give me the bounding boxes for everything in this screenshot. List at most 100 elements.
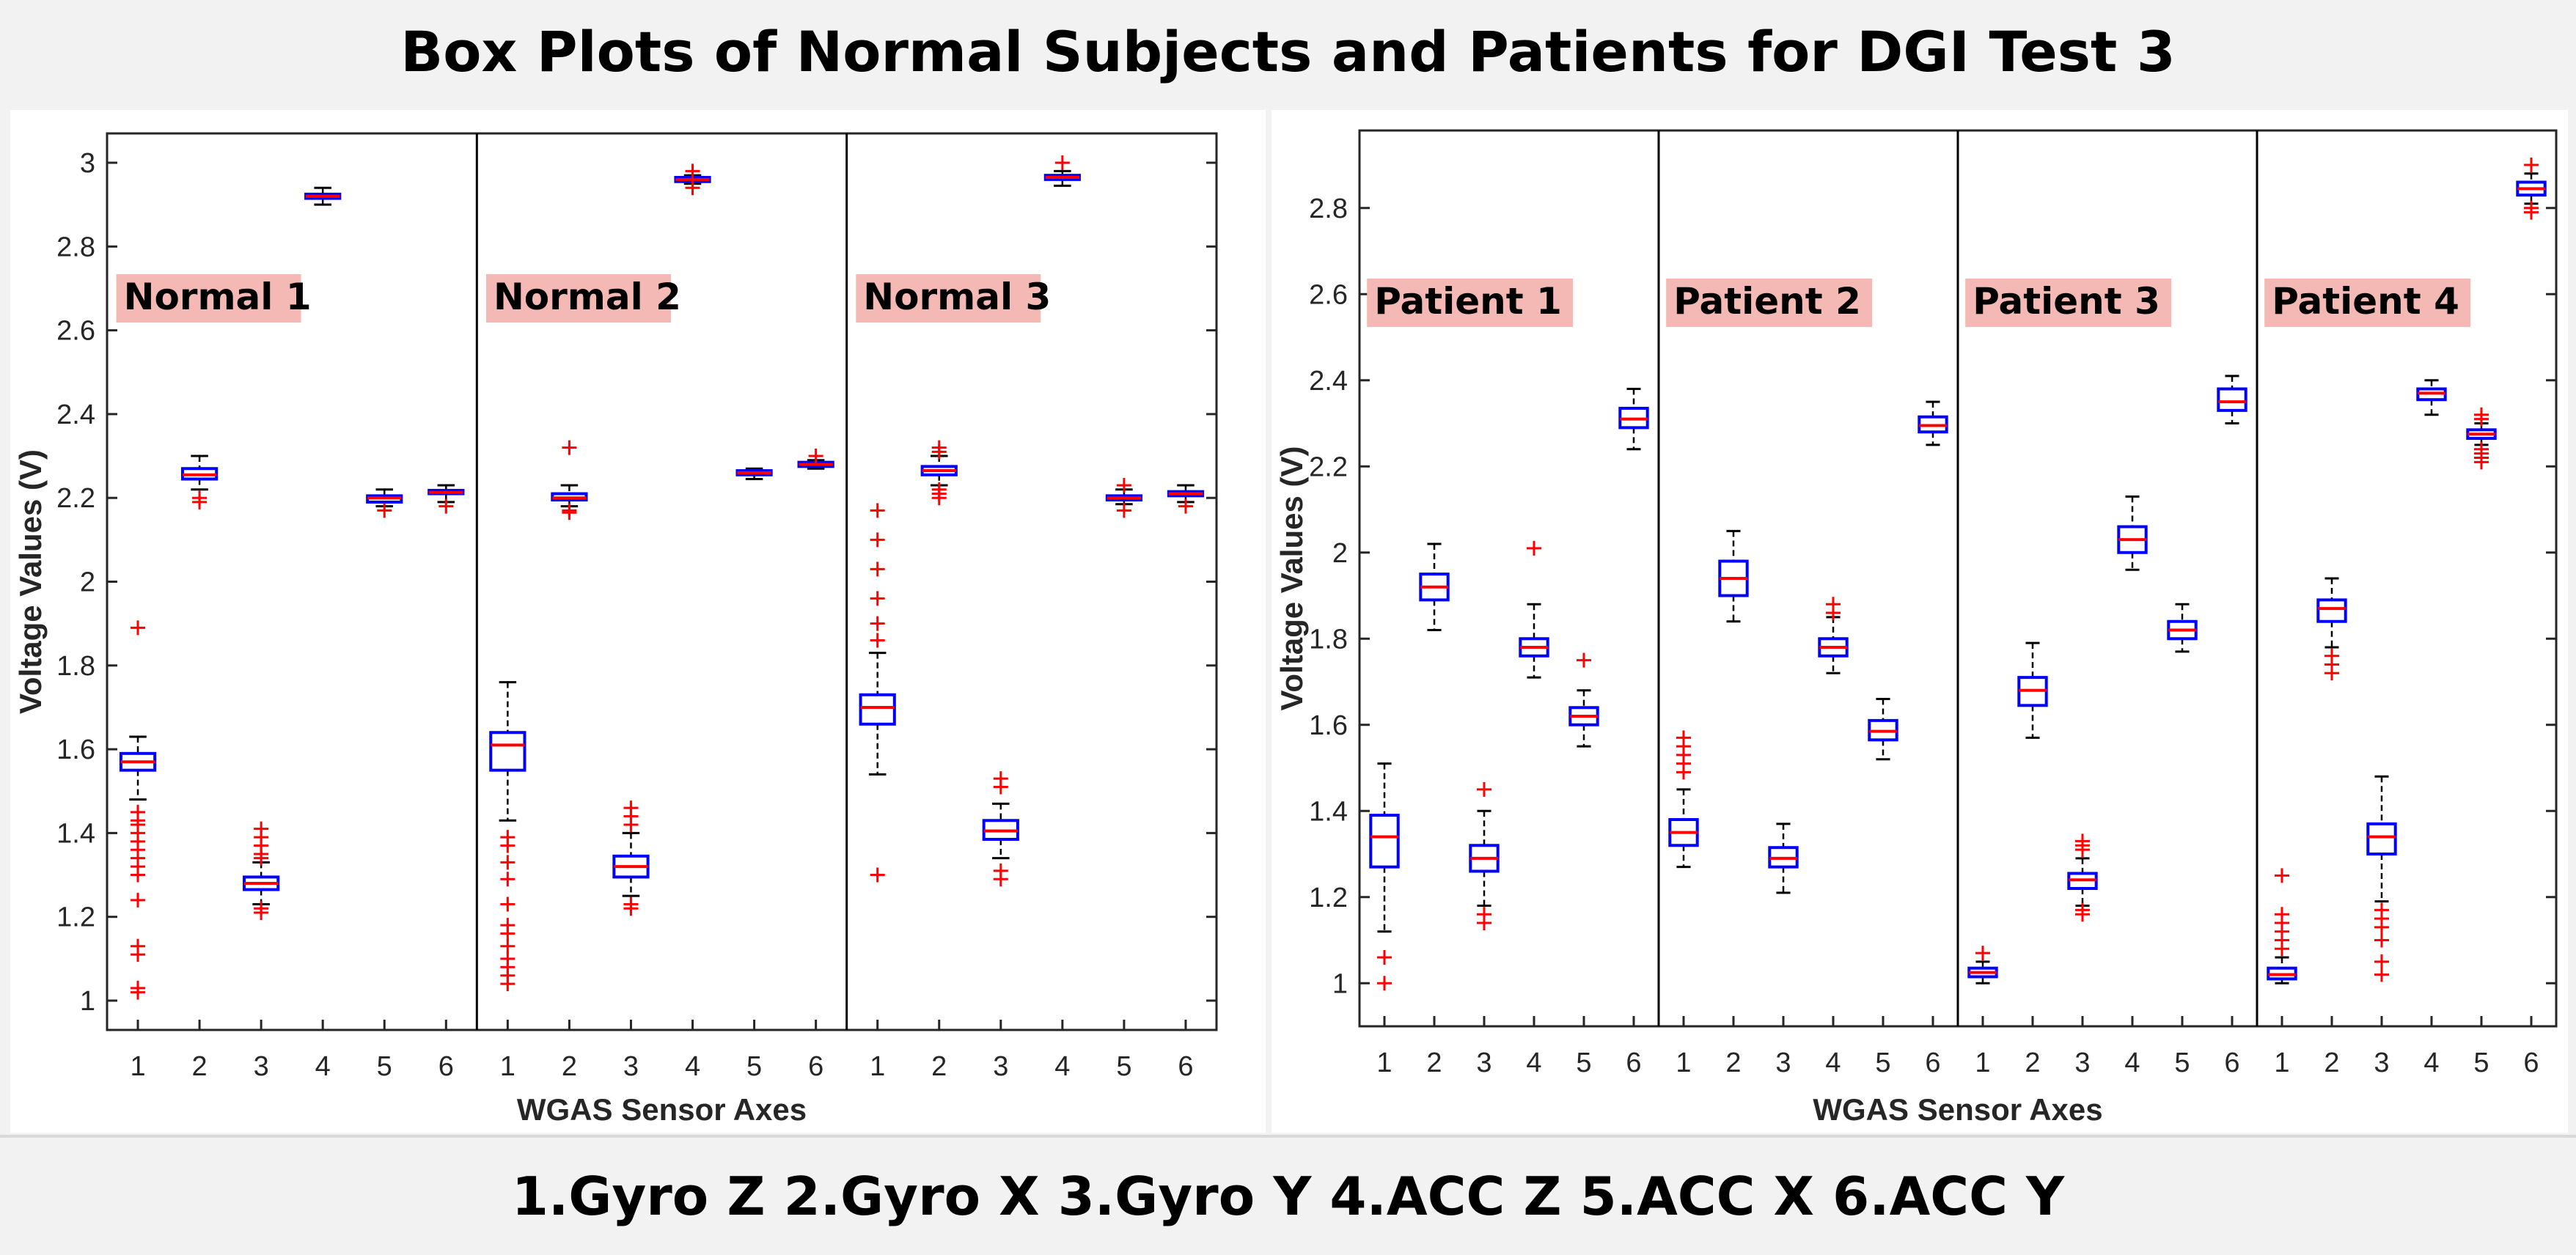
x-tick-label: 3 <box>1775 1048 1791 1078</box>
outlier-point <box>562 440 577 455</box>
outlier-point <box>254 905 269 920</box>
y-tick-label: 1.6 <box>1309 710 1348 741</box>
outlier-point <box>131 620 146 636</box>
x-tick-label: 5 <box>377 1051 392 1082</box>
box <box>1369 814 1400 869</box>
x-tick-label: 3 <box>2374 1048 2389 1078</box>
outlier-point <box>1377 976 1392 991</box>
outlier-point <box>870 616 885 631</box>
outlier-point <box>1477 781 1491 797</box>
y-tick-label: 1 <box>80 986 95 1017</box>
outlier-point <box>500 855 515 870</box>
y-axis-title: Voltage Values (V) <box>13 449 48 714</box>
outlier-point <box>1826 606 1841 620</box>
outlier-point <box>254 850 269 866</box>
group-label-bg <box>856 274 1041 323</box>
normal-boxplot-chart: 1 1.2 1.4 1.6 1.8 2 2.2 2.4 2.6 2.8 3 1 2 3 4 5 6 Normal … <box>13 132 1218 1127</box>
x-tick-label: 3 <box>254 1051 269 1082</box>
x-tick-label: 2 <box>562 1051 577 1082</box>
y-tick-label: 2.4 <box>56 400 95 430</box>
x-tick-label: 6 <box>808 1051 823 1082</box>
page-title: Box Plots of Normal Subjects and Patient… <box>0 0 2576 103</box>
box <box>2366 822 2397 855</box>
group-label: Patient 4 <box>2272 280 2459 323</box>
y-tick-label: 1 <box>1332 968 1348 999</box>
y-axis-title: Voltage Values (V) <box>1274 446 1309 711</box>
y-tick-label: 2.6 <box>1309 279 1348 310</box>
x-tick-label: 1 <box>1975 1048 1990 1078</box>
box <box>489 731 526 772</box>
x-tick-label: 4 <box>1054 1051 1070 1082</box>
outlier-point <box>870 532 885 548</box>
x-tick-label: 4 <box>315 1051 331 1082</box>
outlier-point <box>192 494 208 509</box>
x-tick-label: 1 <box>1676 1048 1691 1078</box>
group-label-bg <box>1666 279 1873 327</box>
x-tick-label: 4 <box>1825 1048 1841 1078</box>
outlier-point <box>2324 666 2339 681</box>
outlier-point <box>1975 946 1990 961</box>
x-tick-label: 2 <box>2324 1048 2339 1078</box>
x-tick-label: 4 <box>2124 1048 2140 1078</box>
y-tick-label: 1.4 <box>56 818 95 849</box>
group-label: Normal 2 <box>493 276 681 318</box>
group-label-bg <box>2264 279 2471 327</box>
x-axis-title: WGAS Sensor Axes <box>1813 1092 2102 1127</box>
outlier-point <box>1178 498 1193 514</box>
normal-subjects-panel: 1 1.2 1.4 1.6 1.8 2 2.2 2.4 2.6 2.8 3 1 2 3 4 5 6 Normal … <box>10 110 1266 1133</box>
group-label-bg <box>485 274 671 323</box>
group-label: Patient 1 <box>1374 280 1562 323</box>
group-label-bg <box>116 274 301 323</box>
x-tick-label: 5 <box>2473 1048 2489 1078</box>
outlier-point <box>1477 916 1491 930</box>
outlier-point <box>931 490 947 506</box>
y-tick-label: 3 <box>80 148 95 179</box>
y-tick-label: 2 <box>1332 538 1348 569</box>
group-label: Normal 1 <box>124 276 312 318</box>
x-tick-label: 4 <box>685 1051 700 1082</box>
outlier-point <box>2275 941 2289 957</box>
x-tick-label: 3 <box>993 1051 1008 1082</box>
outlier-point <box>500 872 515 887</box>
x-tick-label: 1 <box>500 1051 515 1082</box>
y-tick-label: 1.2 <box>1309 883 1348 913</box>
plot-area <box>106 132 1218 1031</box>
outlier-point <box>500 838 515 853</box>
outlier-point <box>131 985 146 1000</box>
y-tick-label: 1.8 <box>56 651 95 682</box>
outlier-point <box>2374 954 2389 969</box>
group-label-bg <box>1965 279 2172 327</box>
outlier-point <box>500 897 515 912</box>
outlier-point <box>1527 540 1541 556</box>
outlier-point <box>993 872 1008 887</box>
x-tick-label: 5 <box>1875 1048 1890 1078</box>
outlier-point <box>2075 907 2090 922</box>
group-label: Normal 3 <box>863 276 1051 318</box>
x-tick-label: 4 <box>2423 1048 2439 1078</box>
outlier-point <box>562 505 577 520</box>
x-tick-label: 2 <box>192 1051 208 1082</box>
y-tick-label: 2 <box>80 567 95 598</box>
outlier-point <box>623 901 639 916</box>
x-tick-label: 6 <box>1925 1048 1940 1078</box>
group-label: Patient 3 <box>1973 280 2160 323</box>
outlier-point <box>500 926 515 941</box>
x-tick-label: 5 <box>1116 1051 1131 1082</box>
outlier-point <box>993 779 1008 795</box>
x-tick-label: 3 <box>1476 1048 1491 1078</box>
x-tick-label: 2 <box>2025 1048 2040 1078</box>
outlier-point <box>1577 652 1591 668</box>
outlier-point <box>131 892 146 908</box>
outlier-point <box>931 444 947 460</box>
y-tick-label: 2.8 <box>1309 194 1348 224</box>
box <box>2217 387 2247 412</box>
outlier-point <box>2374 932 2389 948</box>
outlier-point <box>2474 411 2489 427</box>
outlier-point <box>2075 842 2090 858</box>
outlier-point <box>870 633 885 648</box>
outlier-point <box>2374 919 2389 935</box>
x-tick-label: 5 <box>2174 1048 2190 1078</box>
y-tick-label: 1.6 <box>56 735 95 765</box>
outlier-point <box>1676 765 1691 780</box>
y-tick-label: 2.6 <box>56 316 95 347</box>
